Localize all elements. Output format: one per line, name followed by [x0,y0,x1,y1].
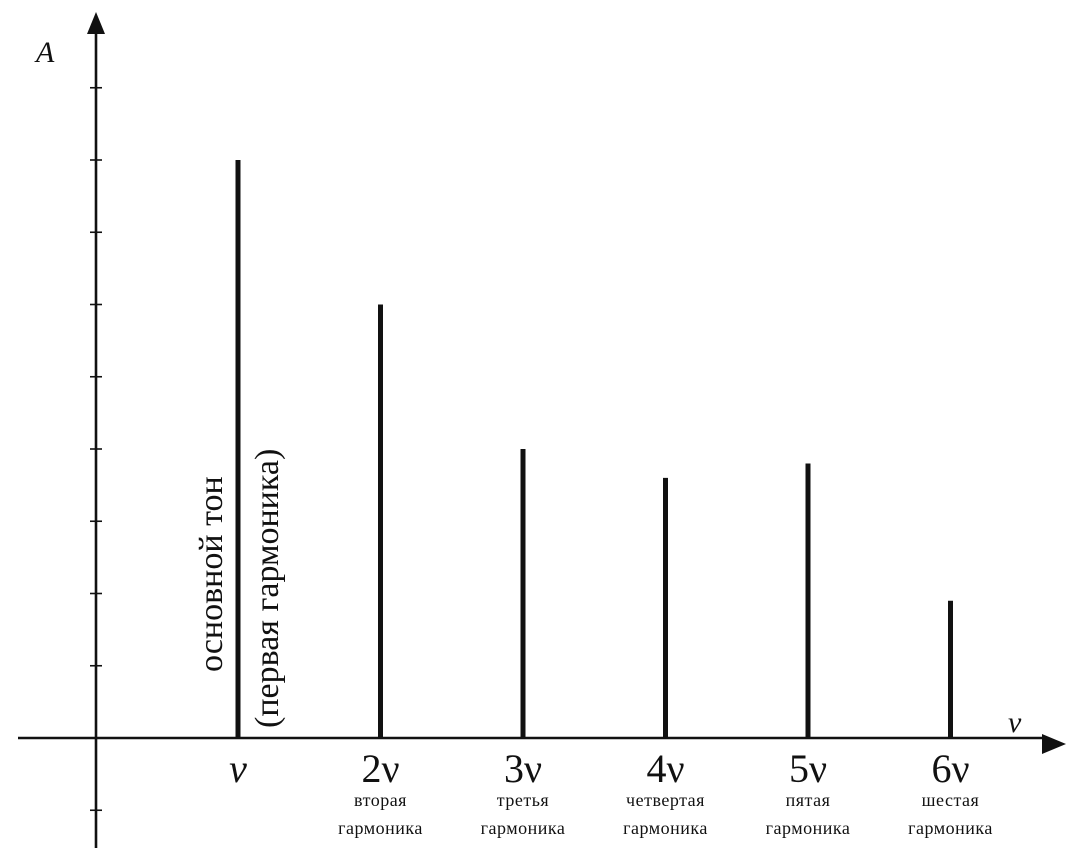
y-axis-ticks [90,86,102,812]
harmonic-name-label: гармоника [338,818,423,838]
x-axis-label: ν [1008,706,1022,739]
frequency-tick-label: ν [229,746,247,791]
harmonic-name-label: пятая [786,790,831,810]
harmonic-name-label: третья [497,790,549,810]
harmonic-name-label: шестая [922,790,980,810]
frequency-tick-label: 6ν [931,746,969,791]
frequency-tick-label: 4ν [646,746,684,791]
y-axis-arrow [87,12,105,34]
frequency-tick-label: 3ν [504,746,542,791]
y-axis-label: A [34,36,55,69]
fundamental-label-line2: (первая гармоника) [249,449,286,728]
frequency-tick-label: 5ν [789,746,827,791]
harmonic-name-label: гармоника [908,818,993,838]
harmonic-name-label: гармоника [481,818,566,838]
frequency-labels: ν 2ν 3ν 4ν 5ν 6ν [229,746,969,791]
harmonic-name-label: гармоника [766,818,851,838]
harmonic-name-label: гармоника [623,818,708,838]
fundamental-label-line1: основной тон [193,476,230,672]
bars [235,160,953,738]
x-axis-arrow [1042,734,1066,754]
harmonic-name-label: четвертая [626,790,705,810]
harmonic-labels: вторая гармоника третья гармоника четвертая г… [338,790,993,838]
harmonic-name-label: вторая [354,790,407,810]
frequency-tick-label: 2ν [361,746,399,791]
